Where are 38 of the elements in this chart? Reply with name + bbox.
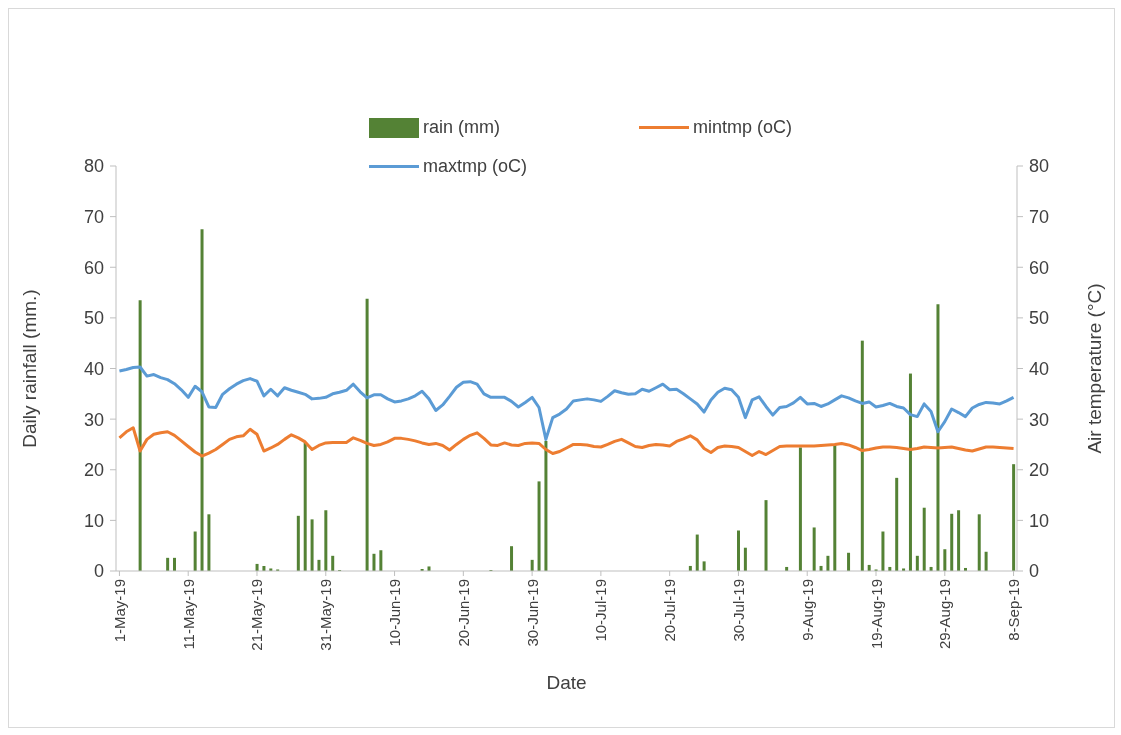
y-tick-label: 20	[83, 460, 104, 481]
x-tick-label: 31-May-19	[317, 579, 335, 651]
y-tick-label: 10	[83, 510, 104, 531]
y-axis-title: Daily rainfall (mm.)	[18, 289, 40, 448]
y-tick-label: 70	[83, 207, 104, 228]
x-tick-label: 1-May-19	[110, 579, 128, 643]
y2-axis-title: Air temperature (°C)	[1083, 283, 1105, 454]
y2-tick-label: 70	[1029, 207, 1050, 228]
legend-label: mintmp (oC)	[693, 117, 793, 138]
y2-tick-label: 40	[1029, 358, 1050, 379]
y2-tick-label: 20	[1029, 460, 1050, 481]
y2-tick-label: 80	[1029, 156, 1050, 177]
x-tick-label: 10-Jul-19	[592, 579, 610, 642]
y-tick-label: 0	[93, 561, 104, 582]
y2-tick-label: 0	[1029, 561, 1040, 582]
legend-label: maxtmp (oC)	[423, 156, 528, 177]
y-tick-label: 30	[83, 409, 104, 430]
x-axis-title: Date	[546, 672, 587, 693]
x-tick-label: 19-Aug-19	[867, 579, 885, 650]
x-tick-label: 30-Jul-19	[729, 579, 747, 642]
x-tick-label: 21-May-19	[248, 579, 266, 651]
y-tick-label: 60	[83, 257, 104, 278]
y-tick-label: 50	[83, 308, 104, 329]
y2-tick-label: 50	[1029, 308, 1050, 329]
legend-label: rain (mm)	[423, 117, 500, 138]
x-tick-label: 10-Jun-19	[386, 579, 404, 647]
y2-tick-label: 10	[1029, 510, 1050, 531]
x-tick-label: 9-Aug-19	[798, 579, 816, 641]
y2-tick-label: 30	[1029, 409, 1050, 430]
y-tick-label: 80	[83, 156, 104, 177]
x-tick-label: 29-Aug-19	[936, 579, 954, 650]
x-tick-label: 8-Sep-19	[1005, 579, 1023, 641]
x-tick-label: 20-Jun-19	[454, 579, 472, 647]
y-tick-label: 40	[83, 358, 104, 379]
x-tick-label: 20-Jul-19	[661, 579, 679, 642]
x-tick-label: 11-May-19	[179, 579, 197, 650]
y2-tick-label: 60	[1029, 257, 1050, 278]
x-tick-label: 30-Jun-19	[523, 579, 541, 647]
